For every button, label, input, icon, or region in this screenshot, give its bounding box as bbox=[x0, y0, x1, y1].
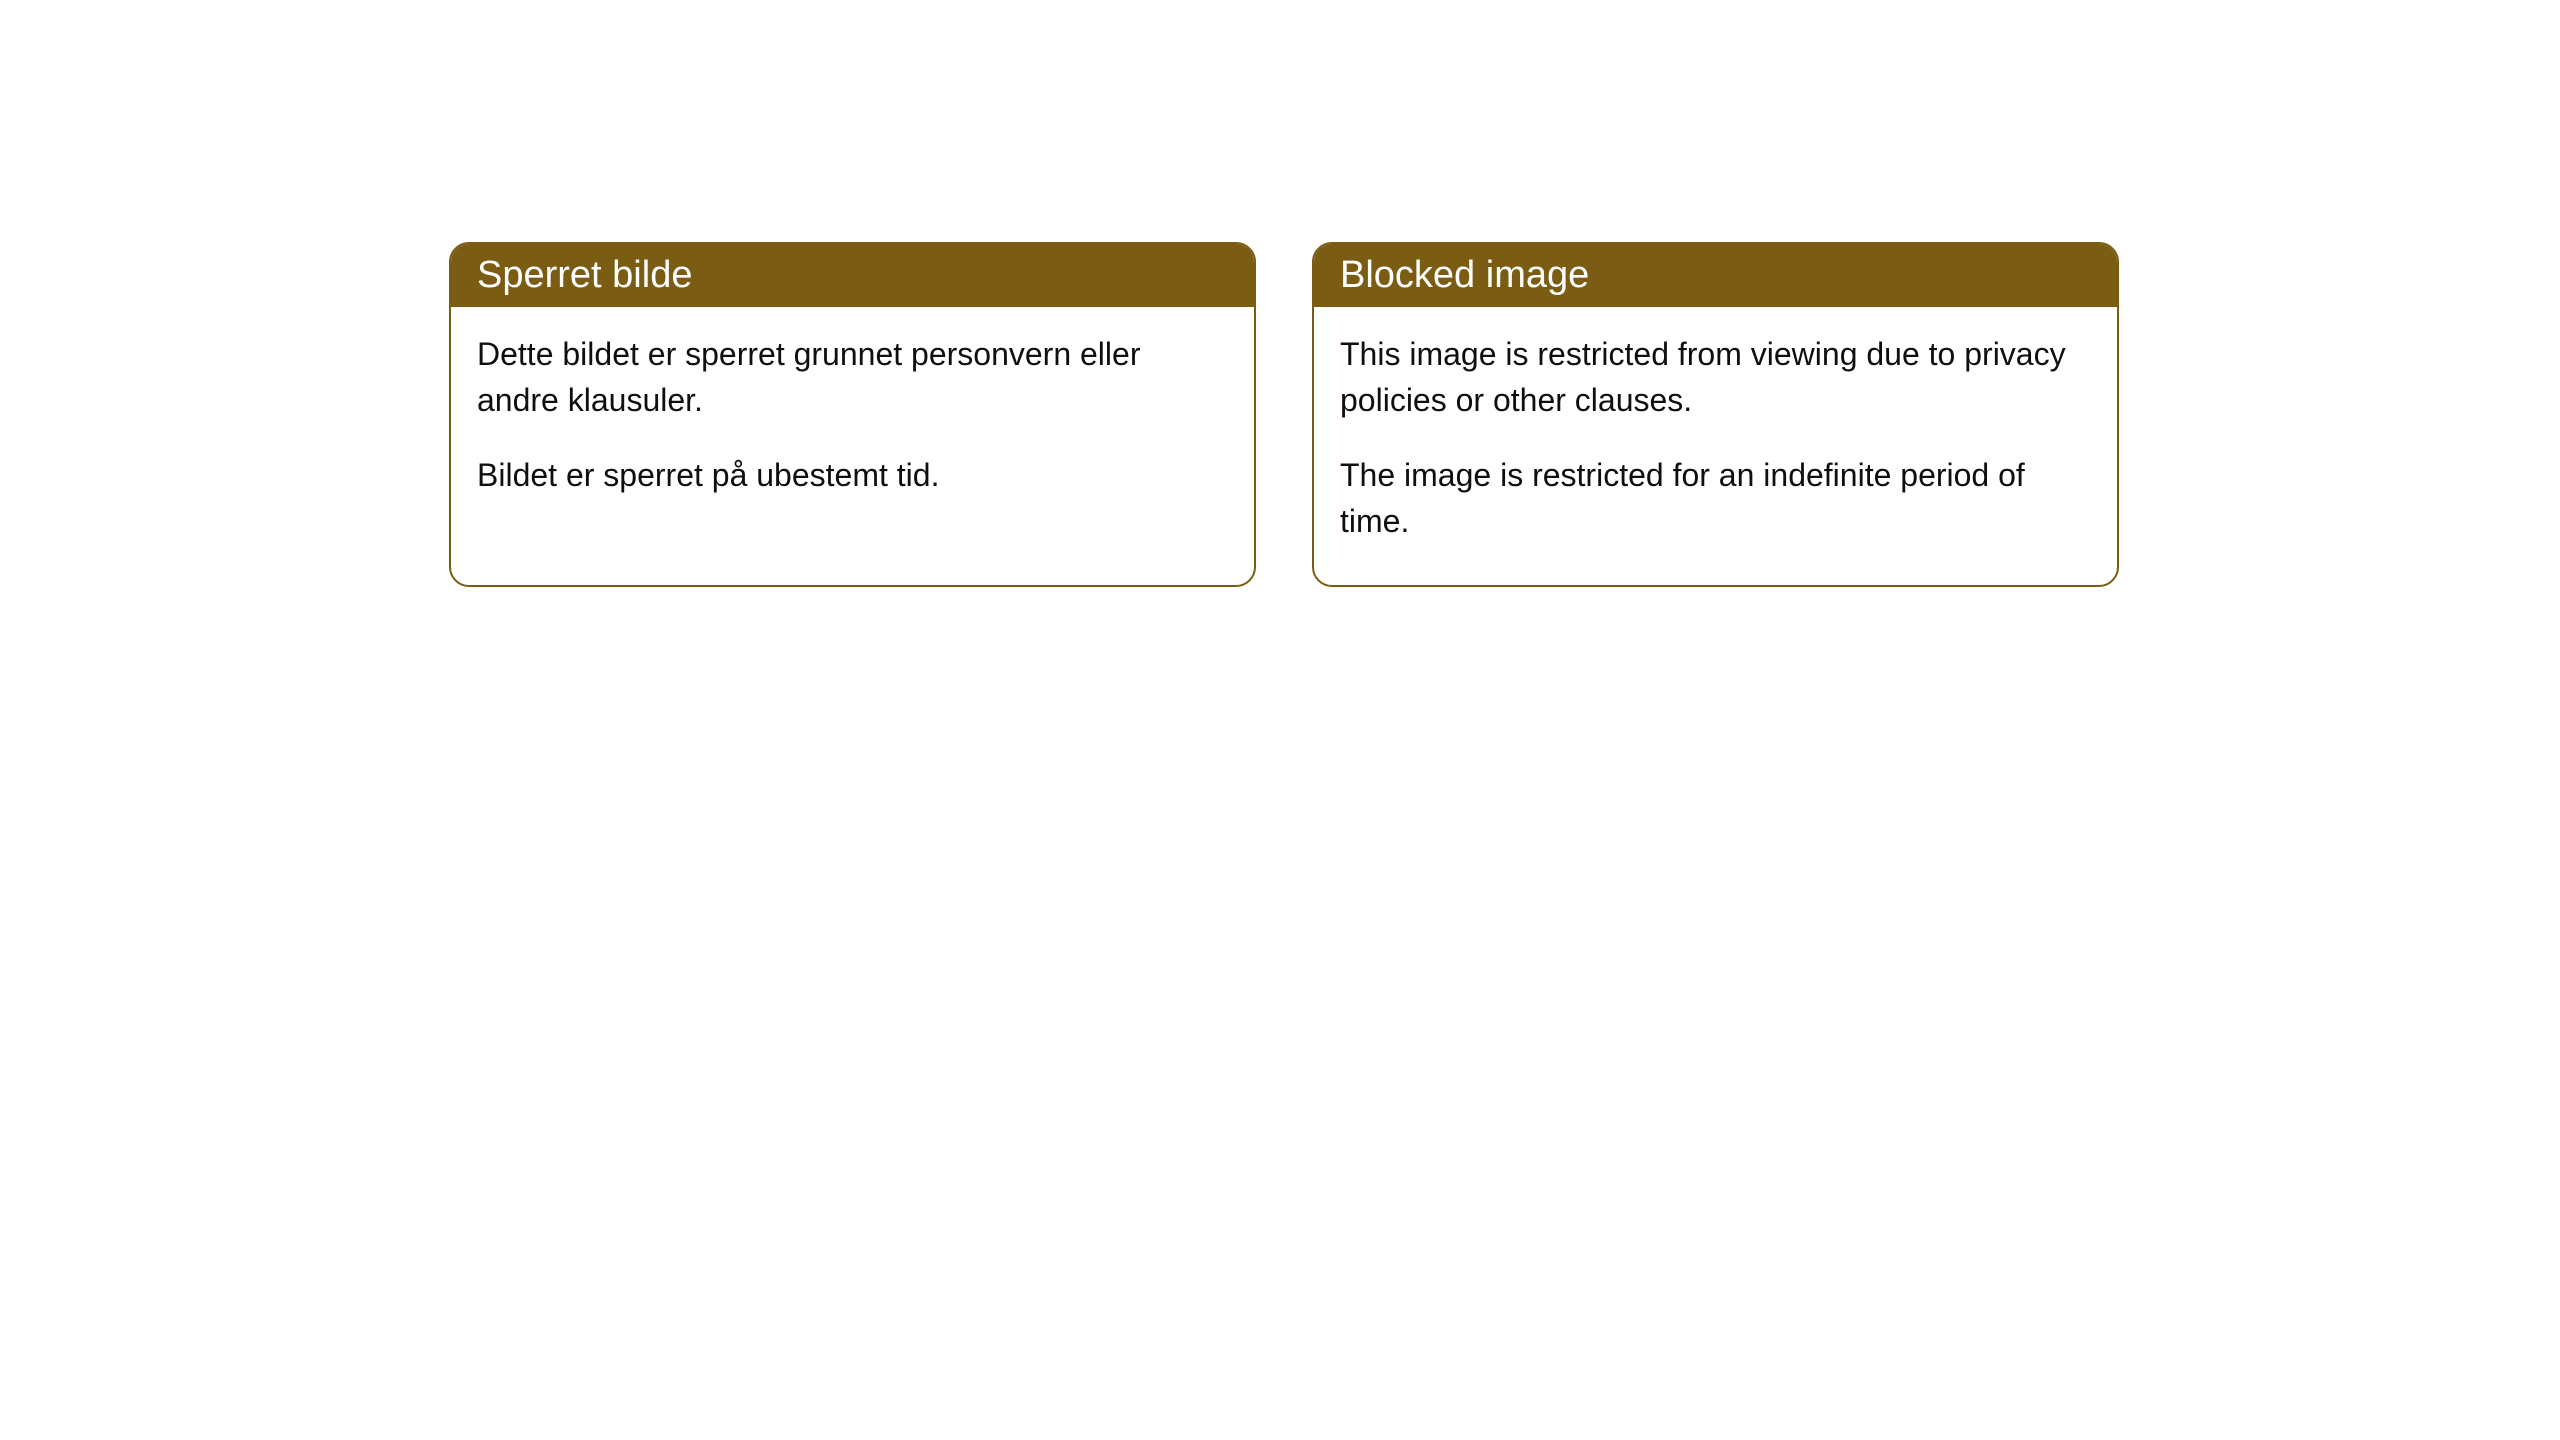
card-header: Sperret bilde bbox=[451, 244, 1254, 307]
card-paragraph: Dette bildet er sperret grunnet personve… bbox=[477, 331, 1228, 424]
card-title: Blocked image bbox=[1340, 254, 1589, 296]
card-paragraph: Bildet er sperret på ubestemt tid. bbox=[477, 452, 1228, 498]
blocked-image-card-norwegian: Sperret bilde Dette bildet er sperret gr… bbox=[449, 242, 1256, 587]
card-title: Sperret bilde bbox=[477, 254, 692, 296]
blocked-image-card-english: Blocked image This image is restricted f… bbox=[1312, 242, 2119, 587]
card-body: Dette bildet er sperret grunnet personve… bbox=[451, 307, 1254, 538]
card-paragraph: The image is restricted for an indefinit… bbox=[1340, 452, 2091, 545]
card-paragraph: This image is restricted from viewing du… bbox=[1340, 331, 2091, 424]
notice-cards-container: Sperret bilde Dette bildet er sperret gr… bbox=[449, 242, 2119, 587]
card-body: This image is restricted from viewing du… bbox=[1314, 307, 2117, 585]
card-header: Blocked image bbox=[1314, 244, 2117, 307]
